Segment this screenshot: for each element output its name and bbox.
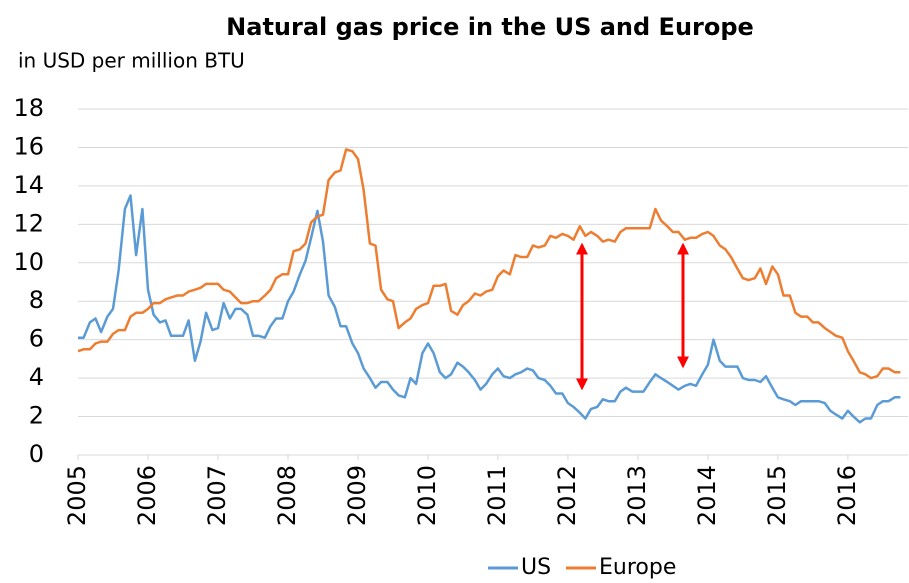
x-tick-label: 2011 [483,465,511,526]
x-tick-label: 2008 [273,465,301,526]
y-tick-label: 10 [13,248,44,276]
x-tick-label: 2014 [693,465,721,526]
grid: 0 2 4 6 8 10 12 14 16 18 2005 2006 2007 2008 2009 2010 2… [13,94,908,526]
x-tick-label: 2009 [343,465,371,526]
y-tick-label: 2 [29,402,44,430]
x-tick-label: 2007 [203,465,231,526]
y-tick-label: 4 [29,363,44,391]
x-tick-label: 2006 [133,465,161,526]
x-tick-label: 2015 [763,465,791,526]
legend-label: Europe [599,555,676,580]
y-tick-label: 12 [13,209,44,237]
x-tick-label: 2010 [413,465,441,526]
x-tick-label: 2016 [833,465,861,526]
plot [77,148,901,424]
y-tick-label: 6 [29,325,44,353]
chart-subtitle: in USD per million BTU [18,49,245,73]
series-line [78,194,901,424]
y-tick-label: 0 [29,440,44,468]
x-tick-label: 2005 [63,465,91,526]
x-tick-label: 2012 [553,465,581,526]
y-tick-label: 8 [29,286,44,314]
legend: US Europe [488,555,676,580]
chart-title: Natural gas price in the US and Europe [226,13,754,41]
legend-label: US [521,555,551,580]
x-tick-label: 2013 [623,465,651,526]
series-line [77,148,901,380]
y-tick-label: 18 [13,94,44,122]
y-tick-label: 14 [13,171,44,199]
y-tick-label: 16 [13,132,44,160]
